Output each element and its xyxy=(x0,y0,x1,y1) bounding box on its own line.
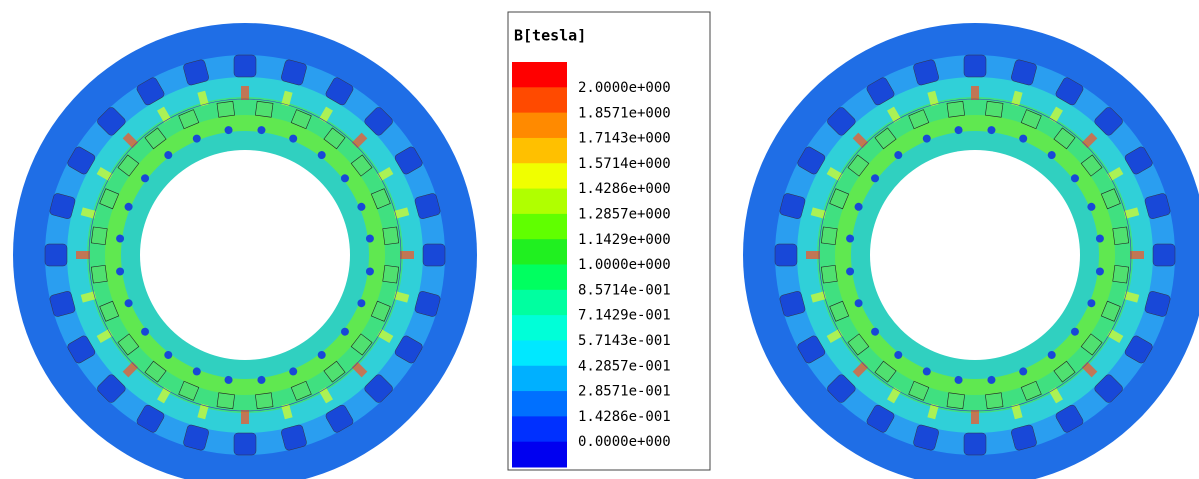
page: B[tesla] 2.0000e+000 1.8571e+000 1.7143e+0… xyxy=(0,0,1199,479)
colorbar-band xyxy=(512,265,567,291)
magnet xyxy=(383,227,399,245)
slot xyxy=(775,244,797,266)
slot xyxy=(964,433,986,455)
legend-label: 8.5714e-001 xyxy=(578,282,671,298)
legend-label: 5.7143e-001 xyxy=(578,333,671,349)
colorbar-band xyxy=(512,214,567,240)
magnet xyxy=(821,227,837,245)
legend-label: 1.7143e+000 xyxy=(578,131,671,147)
magnet xyxy=(947,101,965,117)
field-ring xyxy=(140,150,350,360)
magnet xyxy=(91,265,107,283)
colorbar-band xyxy=(512,442,567,468)
legend-label: 2.0000e+000 xyxy=(578,80,671,96)
magnet xyxy=(217,101,235,117)
hot-spot xyxy=(76,251,90,259)
magnet xyxy=(1113,227,1129,245)
colorbar-band xyxy=(512,113,567,139)
colorbar-band xyxy=(512,87,567,113)
hot-spot xyxy=(971,86,979,100)
colorbar-band xyxy=(512,315,567,341)
colorbar-band xyxy=(512,163,567,189)
legend-label: 1.8571e+000 xyxy=(578,105,671,121)
legend-label: 0.0000e+000 xyxy=(578,434,671,450)
colorbar-band xyxy=(512,391,567,417)
colorbar-band xyxy=(512,290,567,316)
slot xyxy=(964,55,986,77)
legend-label: 1.2857e+000 xyxy=(578,207,671,223)
magnet xyxy=(91,227,107,245)
colorbar-band xyxy=(512,239,567,265)
hot-spot xyxy=(241,410,249,424)
hot-spot xyxy=(400,251,414,259)
legend-label: 2.8571e-001 xyxy=(578,384,671,400)
magnet xyxy=(383,265,399,283)
colorbar-band xyxy=(512,416,567,442)
slot xyxy=(234,55,256,77)
colorbar-band xyxy=(512,62,567,88)
slot xyxy=(1153,244,1175,266)
legend-label: 1.1429e+000 xyxy=(578,232,671,248)
magnet xyxy=(947,393,965,409)
legend-label: 1.0000e+000 xyxy=(578,257,671,273)
legend-label: 1.4286e+000 xyxy=(578,181,671,197)
hot-spot xyxy=(1130,251,1144,259)
slot xyxy=(234,433,256,455)
magnet xyxy=(1113,265,1129,283)
hot-spot xyxy=(971,410,979,424)
magnet xyxy=(255,101,273,117)
field-ring xyxy=(870,150,1080,360)
hot-spot xyxy=(806,251,820,259)
legend-title: B[tesla] xyxy=(514,27,586,45)
legend-label: 7.1429e-001 xyxy=(578,308,671,324)
hot-spot xyxy=(241,86,249,100)
motor xyxy=(743,23,1199,479)
legend-label: 1.5714e+000 xyxy=(578,156,671,172)
slot xyxy=(45,244,67,266)
legend-label: 1.4286e-001 xyxy=(578,409,671,425)
slot xyxy=(423,244,445,266)
colorbar-band xyxy=(512,366,567,392)
magnet xyxy=(217,393,235,409)
legend-label: 4.2857e-001 xyxy=(578,358,671,374)
magnet xyxy=(985,101,1003,117)
motor xyxy=(13,23,477,479)
colorbar-band xyxy=(512,138,567,164)
colorbar-band xyxy=(512,189,567,215)
magnet xyxy=(255,393,273,409)
colorbar-band xyxy=(512,340,567,366)
magnet xyxy=(821,265,837,283)
magnet xyxy=(985,393,1003,409)
